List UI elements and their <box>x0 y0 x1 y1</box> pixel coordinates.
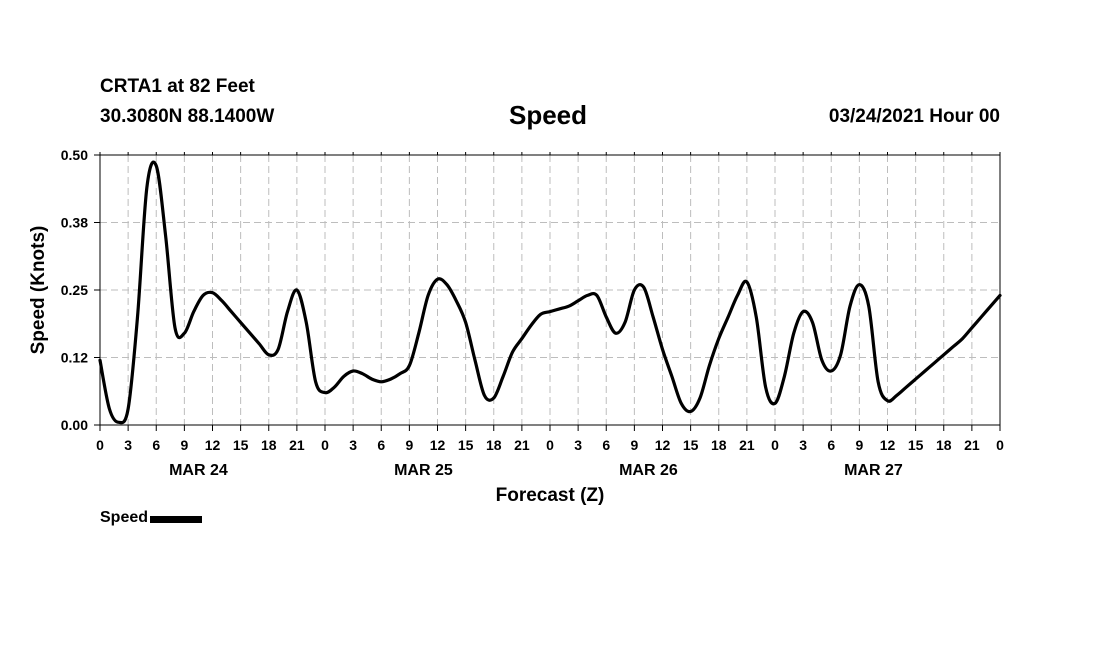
x-tick-label: 15 <box>233 437 249 453</box>
x-tick-label: 15 <box>458 437 474 453</box>
x-tick-label: 3 <box>349 437 357 453</box>
x-tick-label: 6 <box>602 437 610 453</box>
series-line-speed <box>98 160 1002 425</box>
forecast-datetime: 03/24/2021 Hour 00 <box>828 106 1000 127</box>
x-tick-label: 18 <box>936 437 952 453</box>
x-tick-label: 9 <box>405 437 413 453</box>
date-label: MAR 27 <box>844 462 903 479</box>
x-tick-label: 15 <box>908 437 924 453</box>
x-tick-label: 0 <box>771 437 779 453</box>
legend-line-swatch <box>150 516 203 523</box>
station-label: CRTA1 at 82 Feet <box>100 76 255 97</box>
x-tick-label: 12 <box>430 437 446 453</box>
x-axis-label: Forecast (Z) <box>496 485 605 506</box>
x-tick-label: 0 <box>321 437 329 453</box>
x-tick-label: 18 <box>486 437 502 453</box>
x-tick-label: 3 <box>799 437 807 453</box>
x-tick-label: 12 <box>205 437 221 453</box>
legend-label: Speed <box>100 509 149 526</box>
x-tick-label: 6 <box>377 437 385 453</box>
x-tick-label: 3 <box>574 437 582 453</box>
x-tick-label: 9 <box>180 437 188 453</box>
y-tick-label: 0.12 <box>61 350 88 366</box>
x-tick-label: 6 <box>152 437 160 453</box>
x-tick-label: 21 <box>289 437 305 453</box>
plot-frame <box>99 154 1001 426</box>
date-label: MAR 26 <box>619 462 678 479</box>
x-tick-label: 15 <box>683 437 699 453</box>
x-tick-label: 12 <box>880 437 896 453</box>
x-tick-label: 0 <box>996 437 1004 453</box>
x-tick-label: 0 <box>546 437 554 453</box>
y-tick-label: 0.00 <box>61 417 88 433</box>
chart-title: Speed <box>509 100 588 130</box>
x-tick-label: 21 <box>739 437 755 453</box>
x-tick-label: 18 <box>711 437 727 453</box>
coordinates-label: 30.3080N 88.1400W <box>100 106 275 127</box>
x-tick-label: 21 <box>514 437 530 453</box>
y-tick-label: 0.50 <box>61 147 88 163</box>
date-label: MAR 24 <box>169 462 228 479</box>
x-tick-label: 3 <box>124 437 132 453</box>
x-tick-label: 9 <box>630 437 638 453</box>
y-axis-label: Speed (Knots) <box>28 226 49 355</box>
legend: Speed <box>100 509 203 527</box>
x-tick-label: 6 <box>827 437 835 453</box>
y-tick-label: 0.25 <box>61 282 88 298</box>
date-label: MAR 25 <box>394 462 453 479</box>
x-tick-label: 9 <box>855 437 863 453</box>
y-tick-label: 0.38 <box>61 215 88 231</box>
x-tick-label: 18 <box>261 437 277 453</box>
x-tick-label: 12 <box>655 437 671 453</box>
x-tick-label: 21 <box>964 437 980 453</box>
x-tick-label: 0 <box>96 437 104 453</box>
